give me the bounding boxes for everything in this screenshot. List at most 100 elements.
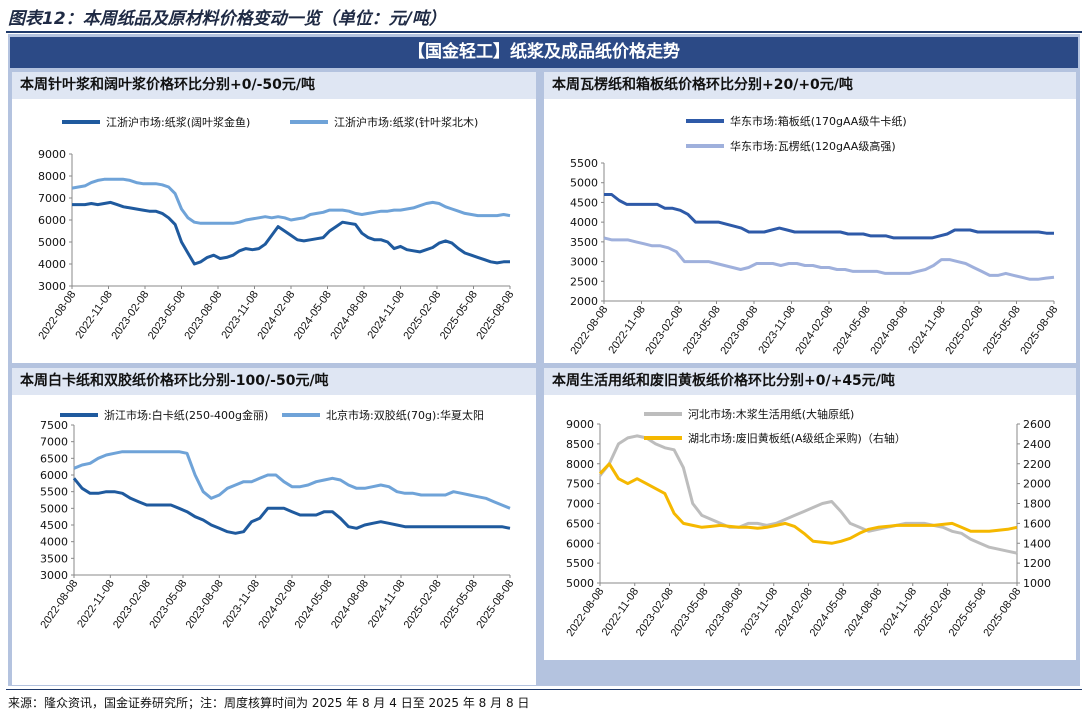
p1-x-tick-label: 2024-11-08 [365, 289, 407, 341]
panel-1: 3000 4000 5000 6000 7000 8000 9000 2022-08-08 20… [12, 99, 536, 363]
p3-x-tick-label: 2024-11-08 [366, 578, 408, 630]
p4-y2-tick-label: 1800 [1023, 498, 1051, 511]
p4-y-tick-label: 5000 [566, 577, 594, 590]
p2-y-tick-label: 5500 [570, 157, 598, 170]
p2-x-tick-label: 2023-08-08 [718, 304, 760, 357]
p2-y-tick-label: 2500 [570, 275, 598, 288]
p4-legend-label-0: 河北市场:木浆生活用纸(大轴原纸) [688, 407, 854, 421]
p1-x-tick-label: 2022-08-08 [36, 289, 78, 342]
p3-x-tick-label: 2022-08-08 [38, 578, 80, 631]
p4-y-tick-label: 7500 [566, 478, 594, 491]
p2-y-tick-label: 4000 [570, 216, 598, 229]
p1-x-tick-label: 2024-08-08 [328, 289, 370, 342]
p4-y-tick-label: 7000 [566, 498, 594, 511]
p1-x-tick-label: 2025-02-08 [401, 289, 443, 342]
p3-x-tick-label: 2023-11-08 [220, 578, 262, 630]
p4-y-tick-label: 5500 [566, 557, 594, 570]
p4-legend-label-1: 湖北市场:废旧黄板纸(A级纸企采购)（右轴） [688, 431, 906, 445]
p1-y-tick-label: 8000 [38, 170, 66, 183]
p4-y2-tick-label: 1400 [1023, 537, 1051, 550]
p2-y-tick-label: 4500 [570, 196, 598, 209]
p1-x-tick-label: 2024-05-08 [292, 289, 334, 342]
p1-x-tick-label: 2023-08-08 [182, 289, 224, 342]
panel-3: 3000 3500 4000 4500 5000 5500 6000 6500 7000 7500… [12, 395, 536, 685]
p3-legend-label-1: 北京市场:双胶纸(70g):华夏太阳 [326, 408, 484, 422]
p3-y-tick-label: 4500 [40, 519, 68, 532]
p2-series-0-line [604, 193, 1054, 240]
p1-x-tick-label: 2025-05-08 [438, 289, 480, 342]
p3-x-tick-label: 2025-05-08 [438, 578, 480, 631]
p1-series-0-line [72, 200, 510, 266]
p1-y-tick-label: 4000 [38, 258, 66, 271]
p1-x-tick-label: 2023-02-08 [109, 289, 151, 342]
panel-3-chart: 3000 3500 4000 4500 5000 5500 6000 6500 7000 7500… [38, 408, 516, 631]
panel-4: 5000 5500 6000 6500 7000 7500 8000 8500 9000 1000… [544, 395, 1076, 660]
panel-3-title: 本周白卡纸和双胶纸价格环比分别-100/-50元/吨 [12, 368, 536, 395]
p4-y-tick-label: 8500 [566, 438, 594, 451]
top-rule [6, 31, 1082, 33]
p2-series-1-line [603, 236, 1055, 281]
p3-x-tick-label: 2023-08-08 [184, 578, 226, 631]
p3-x-tick-label: 2023-02-08 [111, 578, 153, 631]
p4-series-1-line [598, 462, 1018, 545]
p3-series-0-line [72, 477, 511, 535]
p2-x-tick-label: 2025-05-08 [981, 304, 1023, 357]
p3-x-tick-label: 2025-02-08 [402, 578, 444, 631]
p2-x-tick-label: 2025-08-08 [1018, 304, 1060, 357]
p4-series-0-line [598, 434, 1018, 555]
p2-x-tick-label: 2024-02-08 [793, 304, 835, 357]
p2-y-tick-label: 3000 [570, 256, 598, 269]
p2-y-tick-label: 2000 [570, 295, 598, 308]
p4-y-tick-label: 8000 [566, 458, 594, 471]
p3-y-tick-label: 3000 [40, 569, 68, 582]
p1-y-tick-label: 9000 [38, 148, 66, 161]
p1-y-tick-label: 3000 [38, 280, 66, 293]
p1-x-tick-label: 2023-11-08 [219, 289, 261, 341]
p3-y-tick-label: 4000 [40, 536, 68, 549]
p1-y-tick-label: 7000 [38, 192, 66, 205]
source-note: 来源：隆众资讯，国金证券研究所；注：周度核算时间为 2025 年 8 月 4 日… [8, 696, 530, 710]
p4-y-tick-label: 6500 [566, 517, 594, 530]
p1-legend-label-1: 江浙沪市场:纸浆(针叶浆北木) [334, 115, 478, 129]
p2-y-tick-label: 3500 [570, 236, 598, 249]
banner: 【国金轻工】纸浆及成品纸价格走势 [10, 37, 1078, 68]
panel-1-chart: 30004000500060007000800090002022-08-0820… [36, 115, 516, 342]
p1-x-tick-label: 2023-05-08 [146, 289, 188, 342]
panel-4-title: 本周生活用纸和废旧黄板纸价格环比分别+0/+45元/吨 [544, 368, 1076, 395]
p2-y-tick-label: 5000 [570, 177, 598, 190]
p3-x-tick-label: 2025-08-08 [474, 578, 516, 631]
p2-x-tick-label: 2025-02-08 [943, 304, 985, 357]
p1-x-tick-label: 2024-02-08 [255, 289, 297, 342]
p4-y2-tick-label: 2200 [1023, 458, 1051, 471]
p1-y-tick-label: 6000 [38, 214, 66, 227]
p3-x-tick-label: 2023-05-08 [147, 578, 189, 631]
p3-x-tick-label: 2024-08-08 [329, 578, 371, 631]
p2-x-tick-label: 2024-08-08 [868, 304, 910, 357]
p1-x-tick-label: 2025-08-08 [474, 289, 516, 342]
p4-y2-tick-label: 1200 [1023, 557, 1051, 570]
p3-series-1-line [73, 450, 511, 510]
p4-y2-tick-label: 2600 [1023, 418, 1051, 431]
p2-x-tick-label: 2024-11-08 [906, 304, 948, 356]
panel-1-title: 本周针叶浆和阔叶浆价格环比分别+0/-50元/吨 [12, 72, 536, 99]
p2-x-tick-label: 2023-11-08 [756, 304, 798, 356]
panel-4-chart: 5000 5500 6000 6500 7000 7500 8000 8500 9000 1000… [564, 407, 1051, 639]
p3-y-tick-label: 6500 [40, 452, 68, 465]
p1-series-1-line [71, 177, 511, 225]
p3-y-tick-label: 5500 [40, 486, 68, 499]
p3-x-tick-label: 2024-05-08 [293, 578, 335, 631]
p3-legend-label-0: 浙江市场:白卡纸(250-400g金丽) [104, 408, 268, 422]
p3-x-tick-label: 2024-02-08 [256, 578, 298, 631]
p3-x-tick-label: 2022-11-08 [75, 578, 117, 630]
p3-y-tick-label: 7500 [40, 419, 68, 432]
p2-x-tick-label: 2024-05-08 [831, 304, 873, 357]
p3-y-tick-label: 3500 [40, 552, 68, 565]
p3-y-tick-label: 7000 [40, 436, 68, 449]
bottom-rule [6, 689, 1082, 690]
p3-y-tick-label: 6000 [40, 469, 68, 482]
panel-2-title: 本周瓦楞纸和箱板纸价格环比分别+20/+0元/吨 [544, 72, 1076, 99]
p4-y-tick-label: 9000 [566, 418, 594, 431]
p2-x-tick-label: 2022-08-08 [568, 304, 610, 357]
p4-y2-tick-label: 2400 [1023, 438, 1051, 451]
p4-y2-tick-label: 2000 [1023, 478, 1051, 491]
